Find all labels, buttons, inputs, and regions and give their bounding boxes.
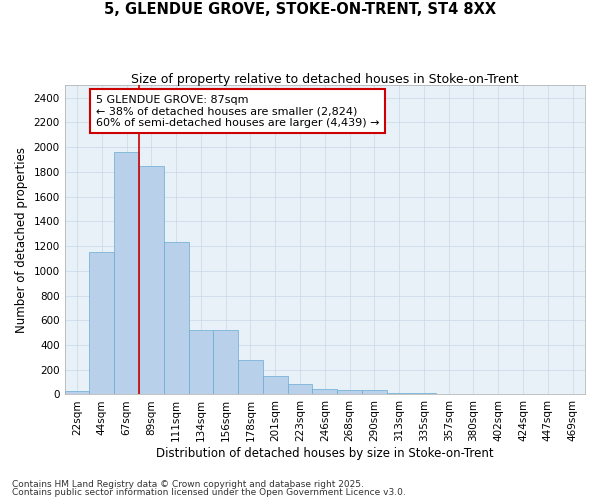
Bar xyxy=(362,390,387,394)
Bar xyxy=(263,376,287,394)
Bar xyxy=(313,389,337,394)
Bar xyxy=(114,152,139,394)
Title: Size of property relative to detached houses in Stoke-on-Trent: Size of property relative to detached ho… xyxy=(131,72,518,86)
Bar xyxy=(214,330,238,394)
Bar xyxy=(387,392,412,394)
Bar xyxy=(337,390,362,394)
Bar xyxy=(238,360,263,394)
Text: 5 GLENDUE GROVE: 87sqm
← 38% of detached houses are smaller (2,824)
60% of semi-: 5 GLENDUE GROVE: 87sqm ← 38% of detached… xyxy=(96,94,379,128)
Text: Contains HM Land Registry data © Crown copyright and database right 2025.: Contains HM Land Registry data © Crown c… xyxy=(12,480,364,489)
Text: 5, GLENDUE GROVE, STOKE-ON-TRENT, ST4 8XX: 5, GLENDUE GROVE, STOKE-ON-TRENT, ST4 8X… xyxy=(104,2,496,18)
Bar xyxy=(188,330,214,394)
Bar xyxy=(65,392,89,394)
Bar xyxy=(89,252,114,394)
Bar xyxy=(287,384,313,394)
X-axis label: Distribution of detached houses by size in Stoke-on-Trent: Distribution of detached houses by size … xyxy=(156,447,494,460)
Bar xyxy=(139,166,164,394)
Y-axis label: Number of detached properties: Number of detached properties xyxy=(15,147,28,333)
Text: Contains public sector information licensed under the Open Government Licence v3: Contains public sector information licen… xyxy=(12,488,406,497)
Bar xyxy=(164,242,188,394)
